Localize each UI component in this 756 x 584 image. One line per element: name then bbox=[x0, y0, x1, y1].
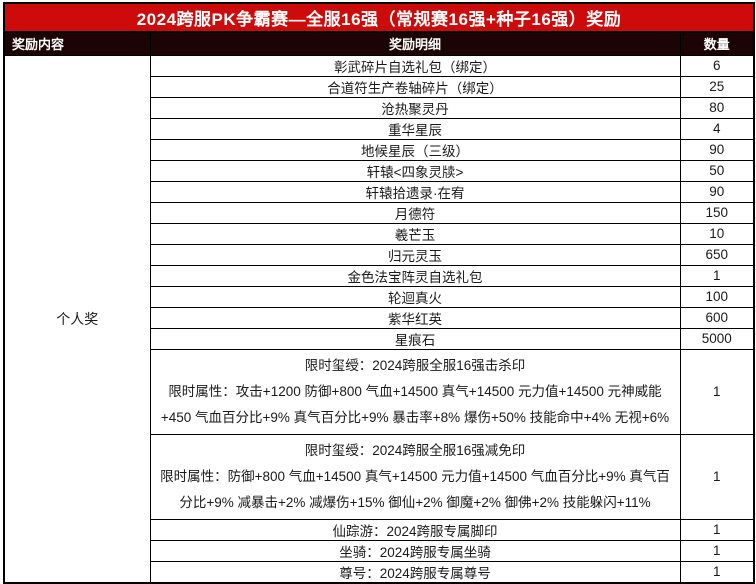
table-row: 沧热聚灵丹 80 bbox=[4, 96, 755, 119]
table-row: 重华星辰 4 bbox=[4, 117, 755, 140]
column-header-content: 奖励内容 bbox=[3, 31, 151, 56]
reward-qty: 600 bbox=[679, 306, 755, 329]
table-row: 金色法宝阵灵自选礼包 1 bbox=[4, 264, 755, 287]
column-header-row: 奖励内容 奖励明细 数量 bbox=[3, 31, 755, 56]
reward-table: 2024跨服PK争霸赛—全服16强（常规赛16强+种子16强）奖励 奖励内容 奖… bbox=[3, 2, 756, 584]
reward-qty: 1 bbox=[679, 433, 755, 520]
reward-qty: 10 bbox=[679, 222, 755, 245]
table-row: 羲芒玉 10 bbox=[4, 222, 755, 245]
reward-detail: 尊号：2024跨服专属尊号 bbox=[149, 560, 681, 583]
column-header-qty: 数量 bbox=[679, 31, 755, 56]
reward-detail: 仙踪游：2024跨服专属脚印 bbox=[149, 518, 681, 541]
seal-attributes: 限时属性：防御+800 气血+14500 真气+14500 元力值+14500 … bbox=[160, 468, 670, 510]
reward-qty: 150 bbox=[679, 201, 755, 224]
table-row: 地候星辰（三级） 90 bbox=[4, 138, 755, 161]
reward-detail: 羲芒玉 bbox=[149, 222, 681, 245]
table-row: 仙踪游：2024跨服专属脚印 1 bbox=[4, 518, 755, 541]
reward-qty: 1 bbox=[679, 348, 755, 435]
reward-detail: 彰武碎片自选礼包（绑定） bbox=[149, 54, 681, 77]
reward-qty: 5000 bbox=[679, 327, 755, 350]
reward-qty: 4 bbox=[679, 117, 755, 140]
category-cell: 个人奖 bbox=[3, 54, 151, 583]
reward-qty: 50 bbox=[679, 159, 755, 182]
reward-qty: 90 bbox=[679, 138, 755, 161]
reward-detail: 星痕石 bbox=[149, 327, 681, 350]
reward-detail: 轩辕拾遗录·在宥 bbox=[149, 180, 681, 203]
reward-detail: 限时玺绶：2024跨服全服16强减免印 限时属性：防御+800 气血+14500… bbox=[149, 433, 681, 520]
reward-detail: 金色法宝阵灵自选礼包 bbox=[149, 264, 681, 287]
reward-qty: 650 bbox=[679, 243, 755, 266]
reward-qty: 1 bbox=[679, 264, 755, 287]
table-row: 轩辕拾遗录·在宥 90 bbox=[4, 180, 755, 203]
reward-detail: 归元灵玉 bbox=[149, 243, 681, 266]
table-row-seal-kill: 限时玺绶：2024跨服全服16强击杀印 限时属性：攻击+1200 防御+800 … bbox=[4, 348, 755, 435]
reward-detail: 坐骑：2024跨服专属坐骑 bbox=[149, 539, 681, 562]
reward-detail: 紫华红英 bbox=[149, 306, 681, 329]
table-row: 个人奖 彰武碎片自选礼包（绑定） 6 bbox=[3, 54, 755, 583]
table-row: 紫华红英 600 bbox=[4, 306, 755, 329]
reward-detail: 重华星辰 bbox=[149, 117, 681, 140]
reward-announcement-page: 2024跨服PK争霸赛—全服16强（常规赛16强+种子16强）奖励 奖励内容 奖… bbox=[3, 2, 756, 584]
reward-detail: 限时玺绶：2024跨服全服16强击杀印 限时属性：攻击+1200 防御+800 … bbox=[149, 348, 681, 435]
table-row: 坐骑：2024跨服专属坐骑 1 bbox=[4, 539, 755, 562]
table-row: 星痕石 5000 bbox=[4, 327, 755, 350]
table-row: 轩辕<四象灵牍> 50 bbox=[4, 159, 755, 182]
seal-title: 限时玺绶：2024跨服全服16强击杀印 bbox=[304, 357, 526, 373]
reward-detail: 轮迴真火 bbox=[149, 285, 681, 308]
reward-detail: 月德符 bbox=[149, 201, 681, 224]
banner-title: 2024跨服PK争霸赛—全服16强（常规赛16强+种子16强）奖励 bbox=[3, 2, 755, 33]
column-header-detail: 奖励明细 bbox=[149, 31, 681, 56]
reward-qty: 1 bbox=[679, 539, 755, 562]
seal-title: 限时玺绶：2024跨服全服16强减免印 bbox=[304, 442, 526, 458]
reward-detail: 地候星辰（三级） bbox=[149, 138, 681, 161]
reward-qty: 100 bbox=[679, 285, 755, 308]
reward-qty: 80 bbox=[679, 96, 755, 119]
table-row: 合道符生产卷轴碎片（绑定） 25 bbox=[4, 75, 755, 98]
seal-attributes: 限时属性：攻击+1200 防御+800 气血+14500 真气+14500 元力… bbox=[160, 383, 670, 425]
reward-qty: 25 bbox=[679, 75, 755, 98]
table-row: 轮迴真火 100 bbox=[4, 285, 755, 308]
reward-qty: 6 bbox=[679, 54, 755, 77]
reward-qty: 1 bbox=[679, 518, 755, 541]
reward-detail: 合道符生产卷轴碎片（绑定） bbox=[149, 75, 681, 98]
reward-qty: 1 bbox=[679, 560, 755, 583]
table-row: 归元灵玉 650 bbox=[4, 243, 755, 266]
reward-detail: 沧热聚灵丹 bbox=[149, 96, 681, 119]
reward-qty: 90 bbox=[679, 180, 755, 203]
table-row-seal-defense: 限时玺绶：2024跨服全服16强减免印 限时属性：防御+800 气血+14500… bbox=[4, 433, 755, 520]
reward-detail: 轩辕<四象灵牍> bbox=[149, 159, 681, 182]
banner-row: 2024跨服PK争霸赛—全服16强（常规赛16强+种子16强）奖励 bbox=[3, 2, 755, 33]
